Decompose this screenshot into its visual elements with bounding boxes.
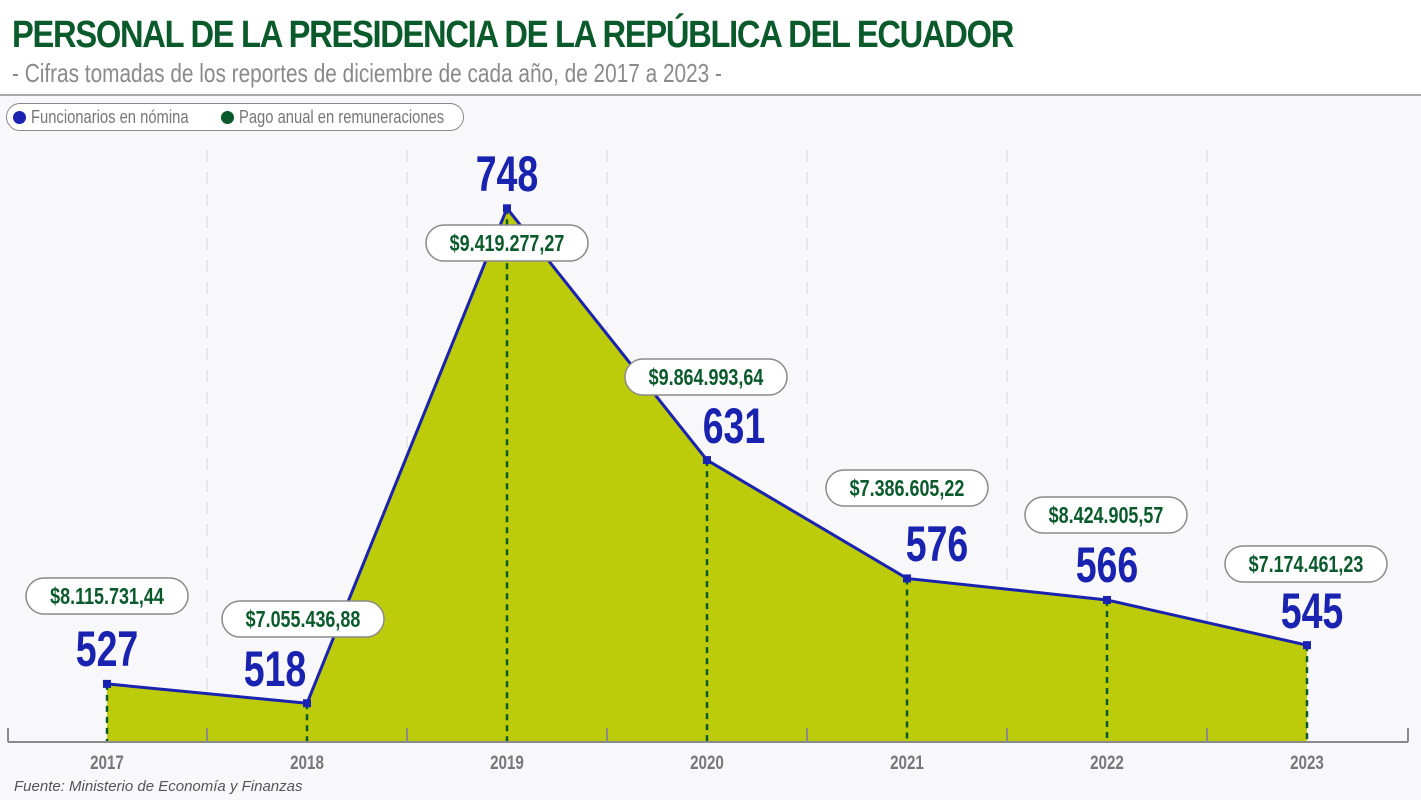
chart-subtitle: - Cifras tomadas de los reportes de dici… xyxy=(12,58,722,88)
payroll-label: $7.386.605,22 xyxy=(850,476,965,502)
employee-count-label: 527 xyxy=(76,622,139,677)
payroll-label: $8.115.731,44 xyxy=(50,584,164,610)
payroll-label: $9.864.993,64 xyxy=(649,365,764,391)
data-point xyxy=(703,456,711,465)
employee-count-label: 566 xyxy=(1076,538,1139,593)
payroll-label: $7.174.461,23 xyxy=(1249,552,1364,578)
source-note: Fuente: Ministerio de Economía y Finanza… xyxy=(14,778,303,795)
payroll-label-box xyxy=(1024,496,1188,534)
data-point xyxy=(503,204,511,213)
legend-dot-green xyxy=(221,110,235,124)
payroll-label: $9.419.277,27 xyxy=(450,231,565,257)
legend-item-funcionarios: Funcionarios en nómina xyxy=(13,107,199,128)
data-point xyxy=(1103,595,1111,604)
data-point xyxy=(303,699,311,708)
x-tick-label: 2019 xyxy=(490,751,524,773)
x-tick-label: 2017 xyxy=(90,751,124,773)
employee-count-label: 518 xyxy=(244,642,307,697)
employee-count-label: 748 xyxy=(476,147,539,202)
legend-dot-blue xyxy=(13,110,26,124)
data-point xyxy=(1303,641,1311,650)
x-tick-label: 2021 xyxy=(890,751,924,773)
payroll-label-box xyxy=(825,469,989,507)
employee-count-label: 545 xyxy=(1281,584,1344,639)
header: PERSONAL DE LA PRESIDENCIA DE LA REPÚBLI… xyxy=(0,0,1421,96)
legend: Funcionarios en nómina Pago anual en rem… xyxy=(6,103,465,131)
chart-title: PERSONAL DE LA PRESIDENCIA DE LA REPÚBLI… xyxy=(12,14,1014,56)
data-point xyxy=(903,574,911,583)
payroll-label-box xyxy=(425,224,589,262)
x-tick-label: 2023 xyxy=(1290,751,1324,773)
employee-count-label: 631 xyxy=(703,399,766,454)
payroll-label-box xyxy=(624,358,788,396)
x-tick-label: 2018 xyxy=(290,751,324,773)
data-point xyxy=(103,679,111,688)
payroll-label-box xyxy=(25,577,189,615)
payroll-label: $7.055.436,88 xyxy=(246,607,361,633)
employee-count-label: 576 xyxy=(906,517,969,572)
x-tick-label: 2020 xyxy=(690,751,724,773)
payroll-label: $8.424.905,57 xyxy=(1049,503,1164,529)
legend-label: Pago anual en remuneraciones xyxy=(239,106,445,127)
legend-label: Funcionarios en nómina xyxy=(31,106,189,127)
payroll-label-box xyxy=(1224,545,1388,583)
payroll-label-box xyxy=(221,600,385,638)
x-tick-label: 2022 xyxy=(1090,751,1124,773)
legend-item-pago: Pago anual en remuneraciones xyxy=(221,107,453,128)
